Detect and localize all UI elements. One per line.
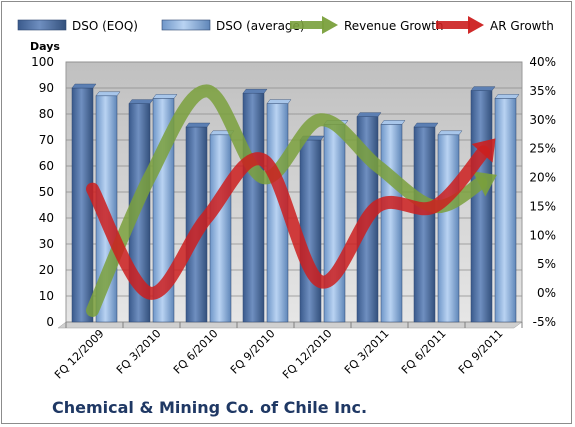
y-right-tick-label: 30% [529,113,556,127]
plot-floor [57,321,523,329]
legend-arrow [468,16,484,34]
legend-label: DSO (EOQ) [72,19,138,33]
bar-top [152,94,178,99]
series-arrowhead [472,171,497,197]
y-right-tick-label: 10% [529,228,556,242]
bar-top [71,83,97,89]
y-left-tick-label: 80 [39,107,54,121]
x-tick-label: FQ 3/2011 [342,327,392,377]
y-right-tick-label: -5% [533,315,556,329]
company-name: Chemical & Mining Co. of Chile Inc. [52,398,368,417]
bar-top [266,99,292,104]
y-right-tick-label: 15% [529,199,556,213]
bar-top [185,122,211,128]
y-left-tick-label: 50 [39,185,54,199]
y-left-title: Days [30,40,60,53]
bar-top [95,91,121,97]
bar [380,124,403,323]
series-arrowhead [471,138,496,163]
y-right-tick-label: 5% [537,257,556,271]
x-tick-label: FQ 6/2010 [171,327,221,377]
y-left-tick-label: 40 [39,211,54,225]
y-right-tick-label: 40% [529,55,556,69]
y-left-tick-label: 20 [39,263,54,277]
y-right-tick-label: 0% [537,286,556,300]
y-right-tick-label: 35% [529,84,556,98]
x-tick-label: FQ 9/2011 [456,327,506,377]
bar [413,126,436,323]
bar-top [128,99,154,104]
series-line [86,145,490,300]
bar [494,98,517,323]
y-left-tick-label: 0 [46,315,54,329]
bar-top [470,86,496,91]
bar [437,134,460,323]
legend-swatch [161,19,211,31]
bar [71,87,94,323]
bar-top [413,122,439,128]
bar-top [437,130,463,136]
bar-top [380,120,406,125]
y-left-tick-label: 10 [39,289,54,303]
y-left-tick-label: 60 [39,159,54,173]
x-tick-label: FQ 3/2010 [114,327,164,377]
y-left-tick-label: 70 [39,133,54,147]
bar [323,124,346,323]
legend-arrow [322,16,338,34]
legend-label: DSO (average) [216,19,305,33]
bar [299,139,322,323]
bar-top [494,94,520,99]
x-tick-label: FQ 6/2011 [399,327,449,377]
legend-label: Revenue Growth [344,19,444,33]
y-left-tick-label: 90 [39,81,54,95]
x-tick-label: FQ 9/2010 [228,327,278,377]
y-left-tick-label: 100 [31,55,54,69]
bar [209,134,232,323]
bar-top [242,88,268,94]
bar [242,92,265,323]
y-right-tick-label: 25% [529,142,556,156]
bar-top [356,112,382,117]
bar [470,90,493,323]
legend-label: AR Growth [490,19,554,33]
x-tick-label: FQ 12/2010 [280,327,335,382]
y-right-tick-label: 20% [529,171,556,185]
x-tick-label: FQ 12/2009 [52,327,107,382]
y-left-tick-label: 30 [39,237,54,251]
legend-swatch [17,19,67,31]
